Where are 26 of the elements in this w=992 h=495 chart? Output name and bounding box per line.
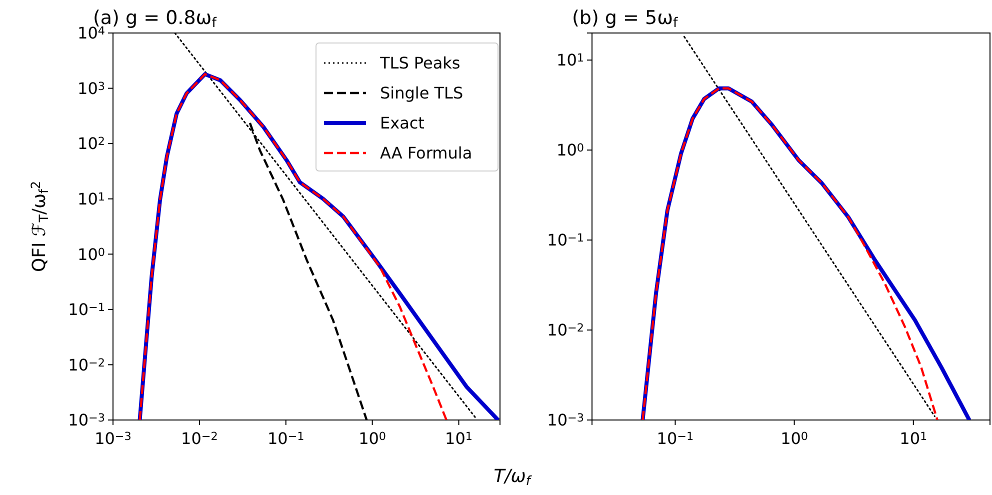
legend-label: Single TLS — [380, 84, 464, 103]
y-tick-label: 10$^{0}$ — [556, 140, 584, 160]
y-tick-label: 10$^{3}$ — [78, 78, 105, 98]
x-tick-label: 10$^{−3}$ — [94, 429, 132, 448]
y-tick-label: 10$^{−1}$ — [547, 230, 584, 250]
x-tick-label: 10$^{1}$ — [445, 429, 472, 448]
x-tick-label: 10$^{−2}$ — [181, 429, 218, 448]
y-tick-label: 10$^{−2}$ — [68, 355, 105, 374]
x-axis-title: T/ω$_{f}$ — [494, 466, 533, 488]
legend-label: Exact — [380, 114, 424, 133]
x-tick-label: 10$^{1}$ — [900, 429, 928, 448]
x-tick-label: 10$^{0}$ — [780, 429, 808, 448]
y-tick-label: 10$^{−2}$ — [547, 320, 584, 340]
y-tick-label: 10$^{0}$ — [78, 244, 105, 264]
y-tick-label: 10$^{1}$ — [556, 50, 584, 70]
chart-title: (b) g = 5ω$_{f}$ — [572, 7, 678, 32]
x-tick-label: 10$^{0}$ — [358, 429, 386, 448]
x-tick-label: 10$^{−1}$ — [267, 429, 304, 448]
y-tick-label: 10$^{−1}$ — [68, 300, 105, 320]
y-tick-label: 10$^{−3}$ — [547, 410, 584, 430]
legend-label: TLS Peaks — [379, 54, 460, 73]
y-tick-label: 10$^{1}$ — [78, 189, 105, 208]
legend-label: AA Formula — [380, 144, 472, 163]
y-tick-label: 10$^{−3}$ — [68, 410, 105, 430]
y-tick-label: 10$^{2}$ — [78, 134, 105, 154]
x-tick-label: 10$^{−1}$ — [656, 429, 694, 448]
